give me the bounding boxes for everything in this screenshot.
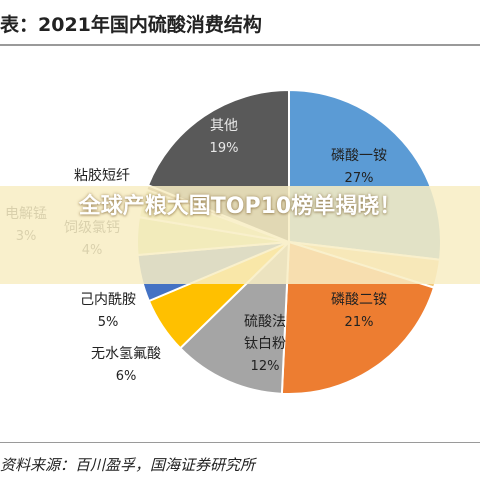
promo-banner-text[interactable]: 全球产粮大国TOP10榜单揭晓！ — [78, 194, 402, 219]
slice-value-text: 5% — [98, 315, 119, 330]
title-divider — [0, 44, 480, 46]
footer-divider — [0, 442, 480, 443]
slice-value-text: 21% — [345, 315, 374, 330]
slice-label-2: 磷酸二铵 21% — [331, 292, 387, 330]
slice-name-text: 粘胶短纤 — [74, 167, 130, 184]
slice-label-0: 磷酸一铵 27% — [331, 148, 387, 186]
source-note: 资料来源：百川盈孚，国海证券研究所 — [0, 456, 256, 474]
promo-banner[interactable]: 全球产粮大国TOP10榜单揭晓！ — [0, 186, 480, 284]
slice-value-text: 19% — [210, 141, 239, 156]
chart-title: 表：2021年国内硫酸消费结构 — [0, 14, 262, 36]
slice-name-text: 磷酸一铵 — [331, 148, 387, 164]
slice-name-text: 其他 — [210, 118, 238, 134]
slice-value-text: 27% — [345, 171, 374, 186]
slice-name-text: 钛白粉 — [244, 336, 286, 352]
title-bar: 表：2021年国内硫酸消费结构 — [0, 0, 480, 46]
slice-name-text: 无水氢氟酸 — [91, 346, 161, 362]
slice-label-4: 无水氢氟酸 6% — [91, 346, 161, 384]
slice-name-text: 磷酸二铵 — [331, 292, 387, 308]
slice-label-9: 其他 19% — [210, 118, 239, 156]
slice-label-5: 己内酰胺 5% — [80, 292, 136, 330]
slice-name-text: 硫酸法 — [244, 314, 286, 330]
slice-name-text: 己内酰胺 — [80, 292, 136, 308]
slice-value-text: 12% — [251, 359, 280, 374]
slice-value-text: 6% — [116, 369, 137, 384]
slice-label-8: 粘胶短纤 — [74, 167, 130, 184]
